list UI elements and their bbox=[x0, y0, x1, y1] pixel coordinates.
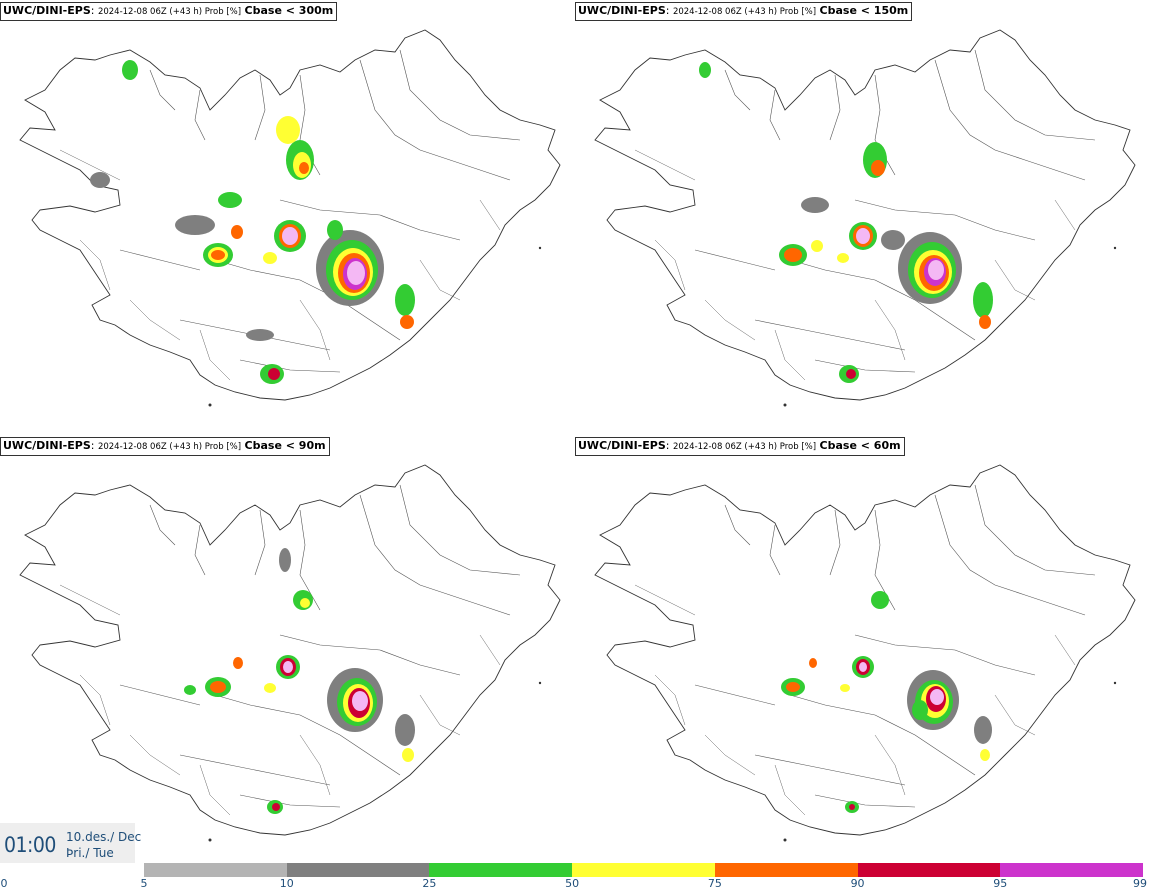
model-name: UWC/DINI-EPS bbox=[578, 4, 666, 17]
colorbar-segment bbox=[429, 863, 573, 877]
run-info: 2024-12-08 06Z (+43 h) Prob [%] bbox=[97, 442, 242, 452]
parameter-name: Cbase < 90m bbox=[244, 439, 326, 452]
iceland-map bbox=[19, 29, 561, 407]
colorbar-tick-label: 10 bbox=[279, 877, 294, 890]
valid-time: 01:00 bbox=[4, 833, 56, 857]
iceland-map bbox=[594, 29, 1136, 407]
colorbar-segment bbox=[572, 863, 715, 877]
map-panel-90m: UWC/DINI-EPS: 2024-12-08 06Z (+43 h) Pro… bbox=[0, 435, 575, 870]
map-panel-150m: UWC/DINI-EPS: 2024-12-08 06Z (+43 h) Pro… bbox=[575, 0, 1150, 435]
valid-weekday: Þri./ Tue bbox=[66, 846, 114, 860]
run-info: 2024-12-08 06Z (+43 h) Prob [%] bbox=[97, 7, 242, 17]
model-name: UWC/DINI-EPS bbox=[3, 439, 91, 452]
colorbar-tick-label: 99 bbox=[1133, 877, 1147, 890]
run-info: 2024-12-08 06Z (+43 h) Prob [%] bbox=[672, 442, 817, 452]
run-info: 2024-12-08 06Z (+43 h) Prob [%] bbox=[672, 7, 817, 17]
panel-title: UWC/DINI-EPS: 2024-12-08 06Z (+43 h) Pro… bbox=[575, 437, 905, 456]
time-box bbox=[0, 823, 135, 863]
iceland-map bbox=[594, 464, 1136, 842]
panel-title: UWC/DINI-EPS: 2024-12-08 06Z (+43 h) Pro… bbox=[0, 2, 338, 21]
colorbar-segment bbox=[144, 863, 287, 877]
model-name: UWC/DINI-EPS bbox=[578, 439, 666, 452]
panel-title: UWC/DINI-EPS: 2024-12-08 06Z (+43 h) Pro… bbox=[0, 437, 330, 456]
colorbar-segment bbox=[286, 863, 430, 877]
colorbar-tick-label: 5 bbox=[140, 877, 148, 890]
parameter-name: Cbase < 300m bbox=[244, 4, 334, 17]
valid-date: 10.des./ Dec bbox=[66, 830, 142, 844]
parameter-name: Cbase < 150m bbox=[819, 4, 909, 17]
colorbar-tick-label: 75 bbox=[707, 877, 722, 890]
colorbar-tick-label: 90 bbox=[850, 877, 865, 890]
colorbar-tick-label: 0 bbox=[0, 877, 8, 890]
colorbar-tick-label: 95 bbox=[993, 877, 1008, 890]
panel-title: UWC/DINI-EPS: 2024-12-08 06Z (+43 h) Pro… bbox=[575, 2, 913, 21]
parameter-name: Cbase < 60m bbox=[819, 439, 901, 452]
colorbar-segment bbox=[857, 863, 1001, 877]
model-name: UWC/DINI-EPS bbox=[3, 4, 91, 17]
iceland-map bbox=[19, 464, 561, 842]
map-panel-300m: UWC/DINI-EPS: 2024-12-08 06Z (+43 h) Pro… bbox=[0, 0, 575, 435]
colorbar-segment bbox=[714, 863, 858, 877]
colorbar-segment bbox=[1000, 863, 1143, 877]
colorbar-tick-label: 50 bbox=[565, 877, 580, 890]
map-panel-60m: UWC/DINI-EPS: 2024-12-08 06Z (+43 h) Pro… bbox=[575, 435, 1150, 870]
colorbar-tick-label: 25 bbox=[422, 877, 437, 890]
